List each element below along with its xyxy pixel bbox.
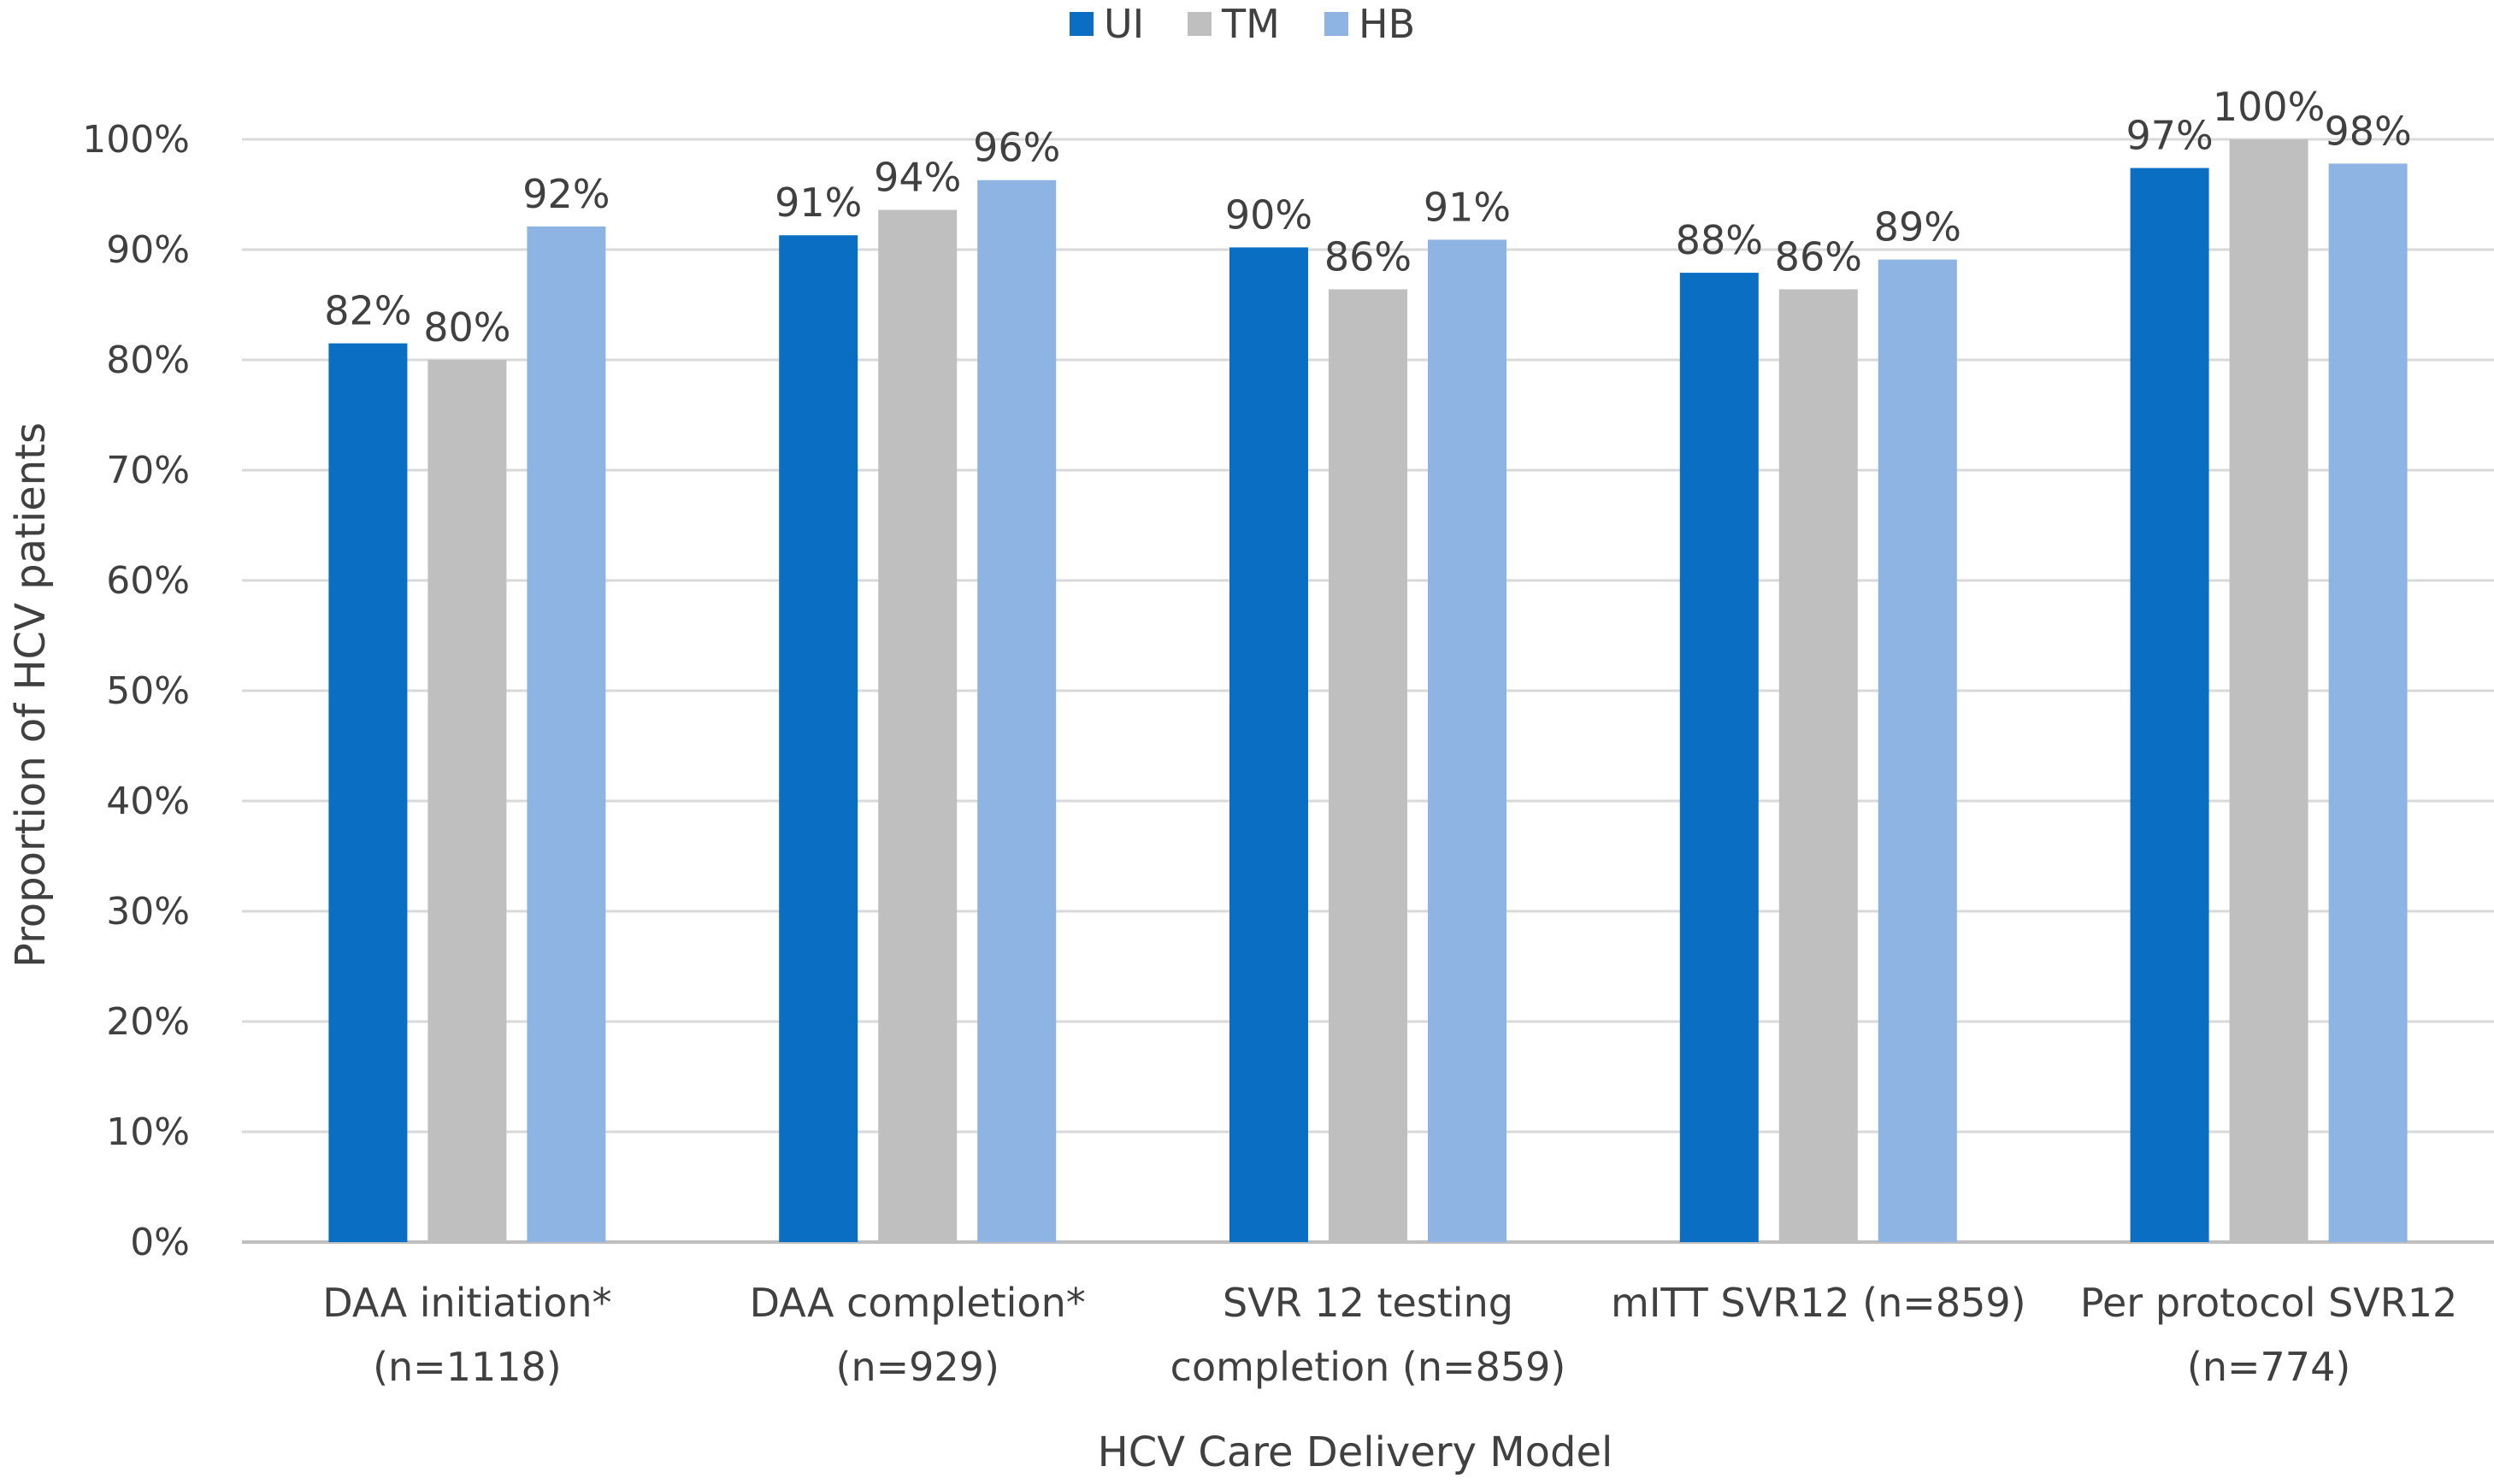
data-label-hb-0: 92% — [522, 171, 610, 217]
y-tick-label: 50% — [106, 669, 190, 713]
y-tick-label: 0% — [130, 1221, 190, 1264]
y-axis-title: Proportion of HCV patients — [7, 422, 55, 968]
x-category-label-line: SVR 12 testing — [1223, 1280, 1513, 1326]
bar-tm-3 — [1778, 289, 1858, 1243]
y-tick-label: 60% — [106, 559, 190, 603]
legend-label-ui: UI — [1104, 1, 1144, 47]
data-label-hb-4: 98% — [2324, 108, 2411, 154]
bar-ui-0 — [328, 343, 408, 1242]
bar-ui-2 — [1229, 247, 1308, 1242]
x-category-label-line: Per protocol SVR12 — [2080, 1280, 2457, 1326]
data-label-tm-1: 94% — [874, 155, 961, 201]
x-category-label: DAA completion* (n=929) — [750, 1280, 1086, 1390]
data-label-tm-3: 86% — [1775, 233, 1862, 280]
x-category-label-line: (n=1118) — [373, 1344, 562, 1390]
x-category-label-line: (n=929) — [836, 1344, 999, 1390]
y-tick-label: 20% — [106, 1000, 190, 1044]
x-category-label-line: mITT SVR12 (n=859) — [1611, 1280, 2026, 1326]
y-tick-label: 100% — [82, 118, 190, 162]
x-category-label-line: DAA initiation* — [322, 1280, 611, 1326]
data-label-hb-2: 91% — [1424, 184, 1511, 230]
y-tick-label: 90% — [106, 228, 190, 272]
bars — [328, 139, 2408, 1243]
bar-ui-3 — [1679, 273, 1759, 1243]
data-label-tm-4: 100% — [2213, 84, 2326, 130]
x-category-label: Per protocol SVR12 (n=774) — [2080, 1280, 2457, 1390]
bar-ui-1 — [779, 235, 858, 1243]
bar-hb-4 — [2328, 163, 2408, 1242]
x-category-label-line: DAA completion* — [750, 1280, 1086, 1326]
x-category-label-line: (n=774) — [2187, 1344, 2350, 1390]
x-category-label: DAA initiation* (n=1118) — [322, 1280, 611, 1390]
bar-hb-1 — [977, 180, 1057, 1243]
legend-swatch-tm — [1188, 12, 1212, 36]
x-category-label: SVR 12 testing completion (n=859) — [1170, 1280, 1566, 1390]
bar-tm-0 — [427, 360, 507, 1242]
legend-swatch-ui — [1070, 12, 1094, 36]
x-category-label-line: completion (n=859) — [1170, 1344, 1566, 1390]
bar-hb-2 — [1428, 239, 1506, 1242]
data-label-hb-3: 89% — [1874, 204, 1961, 250]
bar-hb-0 — [527, 226, 606, 1242]
x-axis-categories: DAA initiation* (n=1118) DAA completion* (n… — [322, 1280, 2457, 1390]
bar-hb-3 — [1878, 259, 1957, 1242]
data-label-hb-1: 96% — [973, 125, 1060, 171]
data-label-ui-0: 82% — [324, 288, 411, 334]
bar-tm-1 — [878, 209, 958, 1242]
data-label-ui-2: 90% — [1225, 191, 1312, 238]
legend-swatch-hb — [1324, 12, 1348, 36]
data-label-tm-2: 86% — [1324, 233, 1412, 280]
legend-label-tm: TM — [1221, 1, 1280, 47]
data-labels: 82% 80% 92% 91% 94% 96% 90% 86% 91% 88% 86% 89% 97%1… — [324, 84, 2411, 350]
y-axis-ticks: 0% 10% 20% 30% 40% 50% 60% 70% 80% 90% 100% — [82, 118, 190, 1264]
y-tick-label: 70% — [106, 449, 190, 492]
bar-tm-2 — [1329, 289, 1407, 1243]
y-tick-label: 30% — [106, 890, 190, 933]
data-label-tm-0: 80% — [423, 304, 510, 350]
legend: UI TM HB — [1070, 1, 1415, 47]
x-axis-title: HCV Care Delivery Model — [1098, 1428, 1613, 1476]
x-category-label: mITT SVR12 (n=859) — [1611, 1280, 2026, 1326]
bar-ui-4 — [2130, 168, 2209, 1242]
y-tick-label: 80% — [106, 339, 190, 382]
bar-tm-4 — [2229, 139, 2308, 1242]
data-label-ui-3: 88% — [1676, 217, 1763, 263]
y-tick-label: 40% — [106, 780, 190, 823]
legend-label-hb: HB — [1359, 1, 1415, 47]
y-tick-label: 10% — [106, 1110, 190, 1154]
data-label-ui-4: 97% — [2126, 113, 2213, 159]
data-label-ui-1: 91% — [775, 180, 862, 226]
